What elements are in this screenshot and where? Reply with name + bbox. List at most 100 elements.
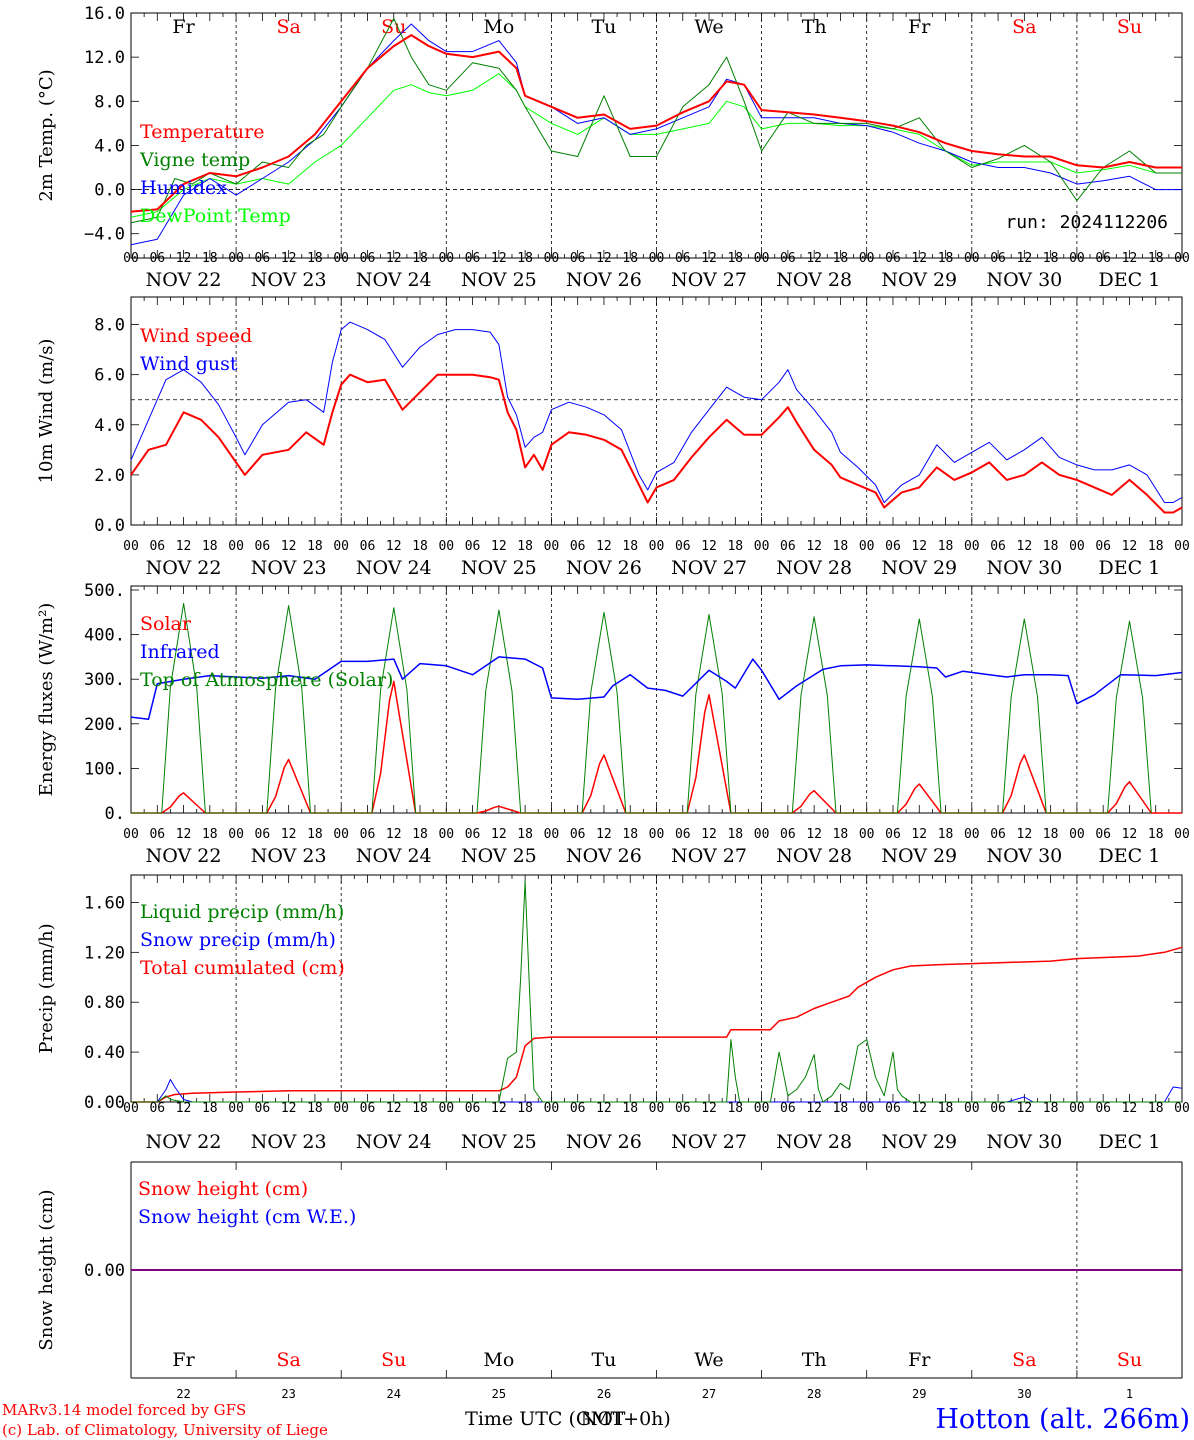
hour-label: 00 xyxy=(1069,827,1085,842)
hour-label: 00 xyxy=(333,251,349,266)
hour-label: 12 xyxy=(1017,827,1033,842)
day-number: 27 xyxy=(702,1387,716,1401)
hour-label: 00 xyxy=(754,251,770,266)
footer-copyright: (c) Lab. of Climatology, University of L… xyxy=(2,1421,328,1439)
hour-label: 06 xyxy=(465,539,481,554)
hour-label: 18 xyxy=(833,251,849,266)
y-tick-label: 100. xyxy=(84,759,125,779)
hour-label: 12 xyxy=(596,827,612,842)
hour-label: 06 xyxy=(675,251,691,266)
y-tick-label: 200. xyxy=(84,715,125,735)
weekday-label: Sa xyxy=(276,1349,300,1371)
hour-label: 18 xyxy=(307,251,323,266)
y-tick-label: 0.00 xyxy=(84,1261,125,1281)
date-label: DEC 1 xyxy=(1099,557,1161,579)
hour-label: 18 xyxy=(833,539,849,554)
hour-label: 00 xyxy=(123,251,139,266)
hour-label: 12 xyxy=(806,539,822,554)
y-tick-label: 0.0 xyxy=(94,181,125,201)
hour-label: 18 xyxy=(938,251,954,266)
hour-label: 12 xyxy=(701,1101,717,1116)
date-label: NOV 29 xyxy=(881,845,957,867)
date-label: NOV 23 xyxy=(251,269,327,291)
hour-label: 12 xyxy=(701,827,717,842)
weekday-label: Su xyxy=(381,1349,406,1371)
date-label: DEC 1 xyxy=(1099,269,1161,291)
hour-label: 18 xyxy=(622,1101,638,1116)
hour-label: 12 xyxy=(701,539,717,554)
legend-snow-height-cm-: Snow height (cm) xyxy=(138,1178,308,1200)
hour-label: 06 xyxy=(1095,1101,1111,1116)
hour-label: 18 xyxy=(938,539,954,554)
hour-label: 18 xyxy=(517,827,533,842)
hour-label: 18 xyxy=(307,1101,323,1116)
hour-label: 18 xyxy=(412,1101,428,1116)
hour-label: 00 xyxy=(123,827,139,842)
hour-label: 12 xyxy=(281,827,297,842)
hour-label: 06 xyxy=(990,1101,1006,1116)
hour-label: 00 xyxy=(228,251,244,266)
series-top-of-atmosphere-solar xyxy=(131,602,1152,814)
hour-label: 06 xyxy=(990,827,1006,842)
hour-label: 18 xyxy=(727,1101,743,1116)
legend-liquid-precip-mm-h-: Liquid precip (mm/h) xyxy=(140,901,344,923)
y-tick-label: 300. xyxy=(84,670,125,690)
day-number: 29 xyxy=(912,1387,926,1401)
hour-label: 18 xyxy=(1043,1101,1059,1116)
y-tick-label: 8.0 xyxy=(94,92,125,112)
y-tick-label: 400. xyxy=(84,626,125,646)
date-label: NOV 26 xyxy=(566,845,642,867)
hour-label: 00 xyxy=(123,1101,139,1116)
hour-label: 06 xyxy=(360,1101,376,1116)
hour-label: 00 xyxy=(754,539,770,554)
date-label: NOV 22 xyxy=(146,845,222,867)
date-label: NOV 22 xyxy=(146,269,222,291)
date-label: NOV 25 xyxy=(461,269,537,291)
series-dewpoint-temp xyxy=(130,73,1182,218)
hour-label: 00 xyxy=(964,539,980,554)
date-label: NOV 26 xyxy=(566,269,642,291)
hour-label: 06 xyxy=(780,1101,796,1116)
y-tick-label: 500. xyxy=(84,581,125,601)
hour-label: 12 xyxy=(386,1101,402,1116)
y-tick-label: 8.0 xyxy=(94,316,125,336)
date-label: NOV 26 xyxy=(566,1131,642,1153)
hour-label: 06 xyxy=(990,539,1006,554)
date-label: NOV 24 xyxy=(356,1131,432,1153)
date-label: NOV 30 xyxy=(986,845,1062,867)
hour-label: 06 xyxy=(780,827,796,842)
hour-label: 12 xyxy=(596,539,612,554)
hour-label: 12 xyxy=(176,827,192,842)
date-label: NOV 23 xyxy=(251,845,327,867)
hour-label: 12 xyxy=(176,1101,192,1116)
series-total-cumulated-cm- xyxy=(131,946,1183,1103)
hour-label: 12 xyxy=(806,827,822,842)
hour-label: 18 xyxy=(833,827,849,842)
y-tick-label: −4.0 xyxy=(84,225,125,245)
hour-label: 00 xyxy=(123,539,139,554)
series-vigne-temp xyxy=(130,18,1182,224)
day-number: 22 xyxy=(176,1387,190,1401)
hour-label: 06 xyxy=(570,539,586,554)
hour-label: 06 xyxy=(675,1101,691,1116)
hour-label: 06 xyxy=(255,251,271,266)
weekday-label: Mo xyxy=(483,16,514,38)
weekday-label: Tu xyxy=(591,16,616,38)
date-label: NOV 27 xyxy=(671,269,747,291)
y-tick-label: 2.0 xyxy=(94,466,125,486)
y-tick-label: 0.40 xyxy=(84,1043,125,1063)
hour-label: 12 xyxy=(1122,539,1138,554)
y-tick-label: 0.0 xyxy=(94,516,125,536)
hour-label: 00 xyxy=(649,539,665,554)
hour-label: 06 xyxy=(465,251,481,266)
series-wind-speed xyxy=(130,373,1183,514)
y-tick-label: 12.0 xyxy=(84,48,125,68)
hour-label: 12 xyxy=(491,251,507,266)
y-tick-label: 0.00 xyxy=(84,1093,125,1113)
date-label: NOV 28 xyxy=(776,557,852,579)
date-label: NOV 27 xyxy=(671,557,747,579)
y-axis-label: 2m Temp. (°C) xyxy=(36,69,57,201)
y-tick-label: 4.0 xyxy=(94,416,125,436)
hour-label: 06 xyxy=(149,827,165,842)
hour-label: 00 xyxy=(754,827,770,842)
